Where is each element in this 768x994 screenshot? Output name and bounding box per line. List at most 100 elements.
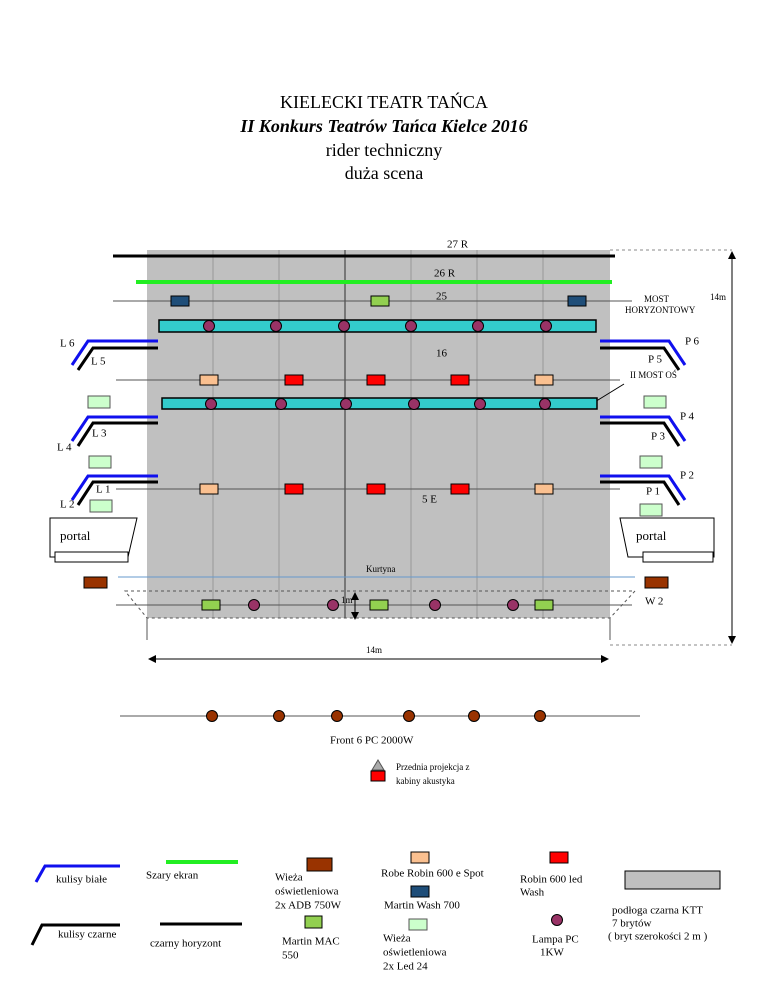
line xyxy=(600,415,687,442)
lamp xyxy=(551,914,563,926)
label: P 6 xyxy=(685,336,699,348)
fixture xyxy=(450,374,470,386)
fixture xyxy=(284,483,304,495)
fixture xyxy=(639,503,663,517)
lamp xyxy=(405,320,417,332)
label: oświetleniowa xyxy=(383,947,447,959)
lamp xyxy=(408,398,420,410)
label: L 5 xyxy=(91,356,106,368)
label: L 2 xyxy=(60,499,75,511)
group xyxy=(205,398,551,410)
label: 1m xyxy=(341,595,353,605)
legend: kulisy białe Szary ekran kulisy czarne c… xyxy=(30,851,721,973)
line xyxy=(76,480,158,506)
fixture xyxy=(549,851,569,864)
label: Wash xyxy=(520,887,545,899)
fixture xyxy=(370,295,390,307)
group xyxy=(199,483,554,495)
fixture xyxy=(89,499,113,513)
fixture xyxy=(410,885,430,898)
fixture xyxy=(201,599,221,611)
label: kulisy białe xyxy=(56,874,107,886)
line xyxy=(600,339,687,366)
subtitle: rider techniczny xyxy=(326,140,442,160)
fixture xyxy=(304,915,323,929)
fixture xyxy=(370,770,386,782)
line xyxy=(30,923,120,946)
lamp xyxy=(540,320,552,332)
line xyxy=(70,415,158,442)
lamp xyxy=(206,710,218,722)
group xyxy=(199,374,554,386)
label: Wieża xyxy=(383,933,411,945)
stage: 27 R 26 R 25 MOST HORYZONTOWY 14m L 6 L … xyxy=(49,239,736,786)
label: Kurtyna xyxy=(366,564,396,574)
label: P 3 xyxy=(651,431,665,443)
lamp xyxy=(403,710,415,722)
label: MOST xyxy=(644,294,670,304)
lamp xyxy=(331,710,343,722)
label: P 1 xyxy=(646,486,660,498)
line xyxy=(76,346,158,371)
line xyxy=(70,339,158,366)
label: czarny horyzont xyxy=(150,938,221,950)
fixture xyxy=(624,870,721,890)
label: Robin 600 led xyxy=(520,874,583,886)
label: P 2 xyxy=(680,470,694,482)
fixture xyxy=(158,319,597,333)
line xyxy=(600,480,681,506)
group xyxy=(206,710,546,722)
line xyxy=(70,474,158,501)
label: podłoga czarna KTT xyxy=(612,905,703,917)
label: 550 xyxy=(282,950,299,962)
lamp xyxy=(340,398,352,410)
fixture xyxy=(199,483,219,495)
fixture xyxy=(644,576,669,589)
label: W 2 xyxy=(645,596,663,608)
fixture xyxy=(284,374,304,386)
lamp xyxy=(534,710,546,722)
lamp xyxy=(507,599,519,611)
fixture xyxy=(450,483,470,495)
label: L 3 xyxy=(92,428,107,440)
fixture xyxy=(88,455,112,469)
fixture xyxy=(643,395,667,409)
label: kabiny akustyka xyxy=(396,776,455,786)
line xyxy=(600,474,687,501)
lamp xyxy=(472,320,484,332)
fixture xyxy=(534,374,554,386)
lamp xyxy=(539,398,551,410)
title: KIELECKI TEATR TAŃCA xyxy=(280,91,488,112)
group xyxy=(87,395,667,517)
label: HORYZONTOWY xyxy=(625,305,696,315)
label: 25 xyxy=(436,291,448,303)
fixture xyxy=(54,551,129,563)
label: Lampa PC xyxy=(532,934,579,946)
fixture xyxy=(408,918,428,931)
lamp xyxy=(429,599,441,611)
lamp xyxy=(205,398,217,410)
line xyxy=(76,421,158,447)
lamp xyxy=(203,320,215,332)
label: 5 E xyxy=(422,494,437,506)
fixture xyxy=(83,576,108,589)
label: portal xyxy=(60,528,91,543)
group xyxy=(248,599,519,611)
fixture xyxy=(534,483,554,495)
fixture xyxy=(87,395,111,409)
label: kulisy czarne xyxy=(58,929,116,941)
label: L 1 xyxy=(96,484,111,496)
label: II MOST OŚ xyxy=(630,370,677,380)
line xyxy=(34,864,120,883)
fixture xyxy=(369,599,389,611)
fixture xyxy=(366,374,386,386)
label: 27 R xyxy=(447,239,469,251)
line xyxy=(600,346,681,371)
subtitle: II Konkurs Teatrów Tańca Kielce 2016 xyxy=(239,116,527,136)
label: oświetleniowa xyxy=(275,886,339,898)
fixture xyxy=(534,599,554,611)
label: L 6 xyxy=(60,338,75,350)
fixture xyxy=(199,374,219,386)
group xyxy=(203,320,552,332)
